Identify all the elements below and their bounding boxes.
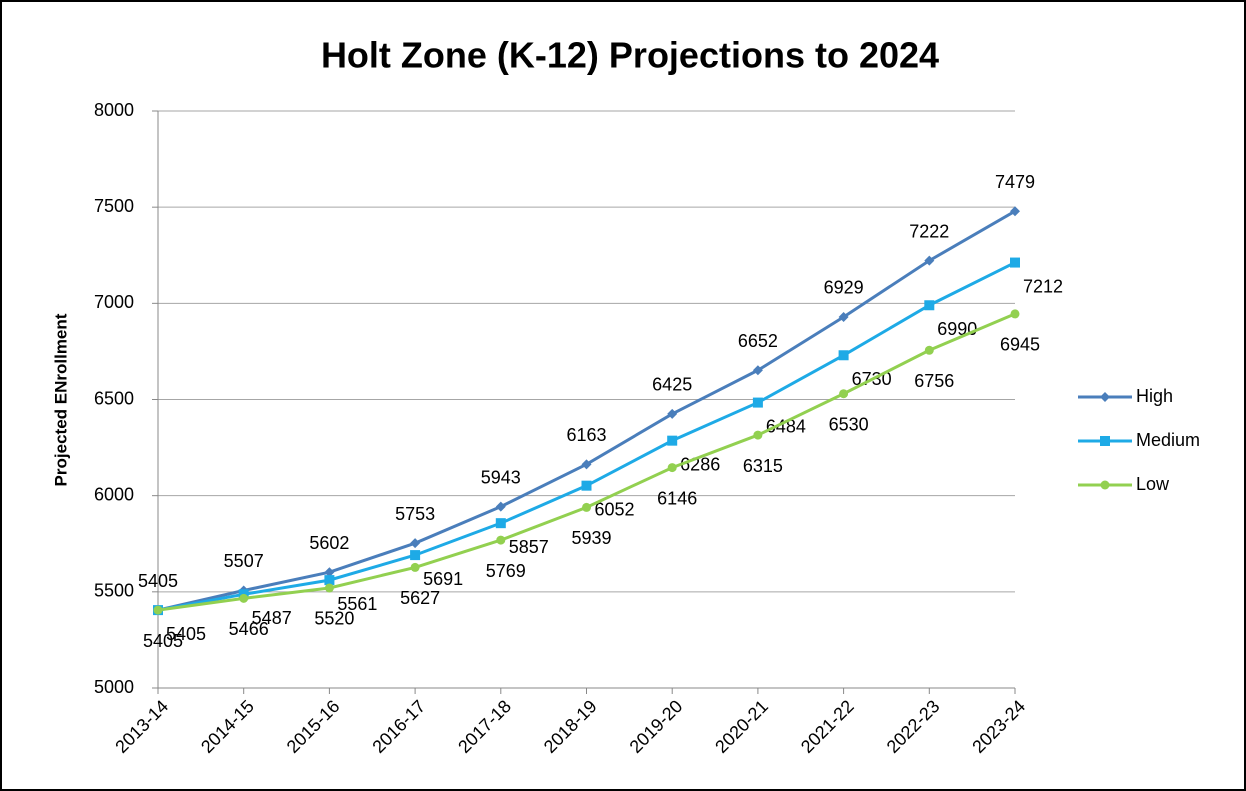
legend-label: Low xyxy=(1136,474,1170,494)
data-label: 5520 xyxy=(314,609,354,629)
data-label: 7212 xyxy=(1023,276,1063,296)
marker xyxy=(1010,257,1020,268)
data-label: 6945 xyxy=(1000,335,1040,355)
marker xyxy=(1100,480,1110,490)
data-label: 5405 xyxy=(166,624,206,644)
data-label: 5753 xyxy=(395,504,435,524)
marker xyxy=(752,397,763,408)
marker xyxy=(924,255,935,266)
marker xyxy=(410,538,421,549)
y-tick-label: 8000 xyxy=(94,100,134,120)
y-axis-label: Projected ENrollment xyxy=(51,313,70,486)
data-label: 5857 xyxy=(509,537,549,557)
data-label: 5561 xyxy=(337,594,377,614)
data-label: 5939 xyxy=(571,528,611,548)
marker xyxy=(1010,206,1020,217)
marker xyxy=(324,583,334,593)
data-label: 6315 xyxy=(743,456,783,476)
marker xyxy=(410,550,421,561)
data-label: 5507 xyxy=(224,551,264,571)
data-label: 7222 xyxy=(909,221,949,241)
data-label: 6052 xyxy=(594,499,634,519)
data-label: 5627 xyxy=(400,588,440,608)
data-label: 5487 xyxy=(252,608,292,628)
marker xyxy=(667,463,677,473)
data-label: 5405 xyxy=(143,631,183,651)
marker xyxy=(924,300,935,311)
marker xyxy=(496,535,506,545)
y-tick-label: 6500 xyxy=(94,388,134,408)
legend-label: Medium xyxy=(1136,430,1200,450)
data-label: 6425 xyxy=(652,375,692,395)
marker xyxy=(581,459,592,470)
data-label: 6652 xyxy=(738,331,778,351)
data-label: 6530 xyxy=(829,414,869,434)
marker xyxy=(667,408,678,419)
y-tick-label: 7500 xyxy=(94,196,134,216)
marker xyxy=(667,435,678,446)
marker xyxy=(752,365,763,376)
marker xyxy=(1010,309,1020,319)
marker xyxy=(924,345,934,355)
data-label: 6163 xyxy=(566,425,606,445)
data-label: 6929 xyxy=(824,278,864,298)
marker xyxy=(581,480,592,491)
marker xyxy=(1100,392,1110,402)
marker xyxy=(495,501,506,512)
data-label: 5602 xyxy=(309,533,349,553)
data-label: 5691 xyxy=(423,569,463,589)
marker xyxy=(838,350,849,361)
marker xyxy=(153,605,163,615)
y-tick-label: 6000 xyxy=(94,484,134,504)
marker xyxy=(838,311,849,322)
chart-title: Holt Zone (K-12) Projections to 2024 xyxy=(321,35,939,76)
marker xyxy=(582,502,591,512)
data-label: 6484 xyxy=(766,416,806,436)
data-label: 6146 xyxy=(657,488,697,508)
data-label: 5769 xyxy=(486,561,526,581)
data-label: 5405 xyxy=(138,571,178,591)
data-label: 7479 xyxy=(995,172,1035,192)
legend-label: High xyxy=(1136,386,1173,406)
marker xyxy=(1100,436,1110,446)
data-label: 5466 xyxy=(229,619,269,639)
data-label: 6756 xyxy=(914,371,954,391)
marker xyxy=(839,389,849,399)
marker xyxy=(495,518,506,529)
y-tick-label: 7000 xyxy=(94,292,134,312)
marker xyxy=(753,430,763,440)
marker xyxy=(324,567,335,578)
marker xyxy=(324,575,335,586)
marker xyxy=(239,593,249,603)
y-tick-label: 5500 xyxy=(94,581,134,601)
y-tick-label: 5000 xyxy=(94,677,134,697)
data-label: 6990 xyxy=(937,319,977,339)
marker xyxy=(410,562,420,572)
data-label: 5943 xyxy=(481,467,521,487)
